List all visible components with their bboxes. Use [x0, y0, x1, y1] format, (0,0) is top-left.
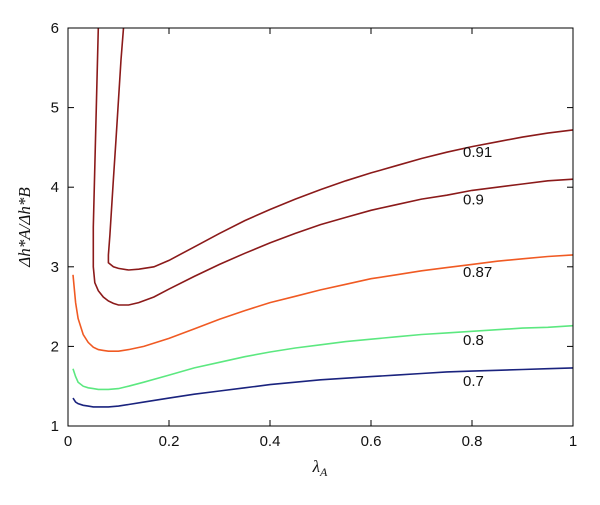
curve-label-0.8: 0.8 — [463, 332, 484, 349]
x-axis-label: λA — [312, 457, 328, 479]
series-line-0.91 — [107, 27, 574, 271]
x-tick-label: 1 — [569, 433, 577, 450]
y-axis-label: Δh*A/Δh*B — [15, 187, 34, 268]
y-tick-label: 6 — [51, 20, 59, 37]
curves-layer — [72, 27, 574, 408]
curve-label-0.7: 0.7 — [463, 373, 484, 390]
x-tick-label: 0.8 — [462, 433, 483, 450]
curve-label-0.91: 0.91 — [463, 144, 492, 161]
series-line-0.87 — [72, 254, 574, 352]
y-tick-label: 5 — [51, 100, 59, 117]
curve-label-0.87: 0.87 — [463, 264, 492, 281]
x-tick-label: 0.6 — [361, 433, 382, 450]
y-tick-label: 1 — [51, 418, 59, 435]
series-line-0.9 — [92, 27, 574, 306]
x-tick-label: 0.2 — [159, 433, 180, 450]
x-tick-label: 0.4 — [260, 433, 281, 450]
series-line-0.7 — [72, 367, 574, 408]
x-axis: 0 0.2 0.4 0.6 0.8 1 — [64, 28, 577, 450]
y-tick-label: 2 — [51, 338, 59, 355]
y-tick-label: 3 — [51, 259, 59, 276]
curve-labels: 0.91 0.9 0.87 0.8 0.7 — [463, 144, 492, 390]
y-axis: 1 2 3 4 5 6 — [51, 20, 573, 435]
y-tick-label: 4 — [51, 179, 59, 196]
plot-frame — [67, 27, 574, 427]
series-line-0.8 — [72, 324, 574, 391]
x-tick-label: 0 — [64, 433, 72, 450]
x-axis-label-subscript: A — [319, 465, 328, 479]
curve-label-0.9: 0.9 — [463, 192, 484, 209]
